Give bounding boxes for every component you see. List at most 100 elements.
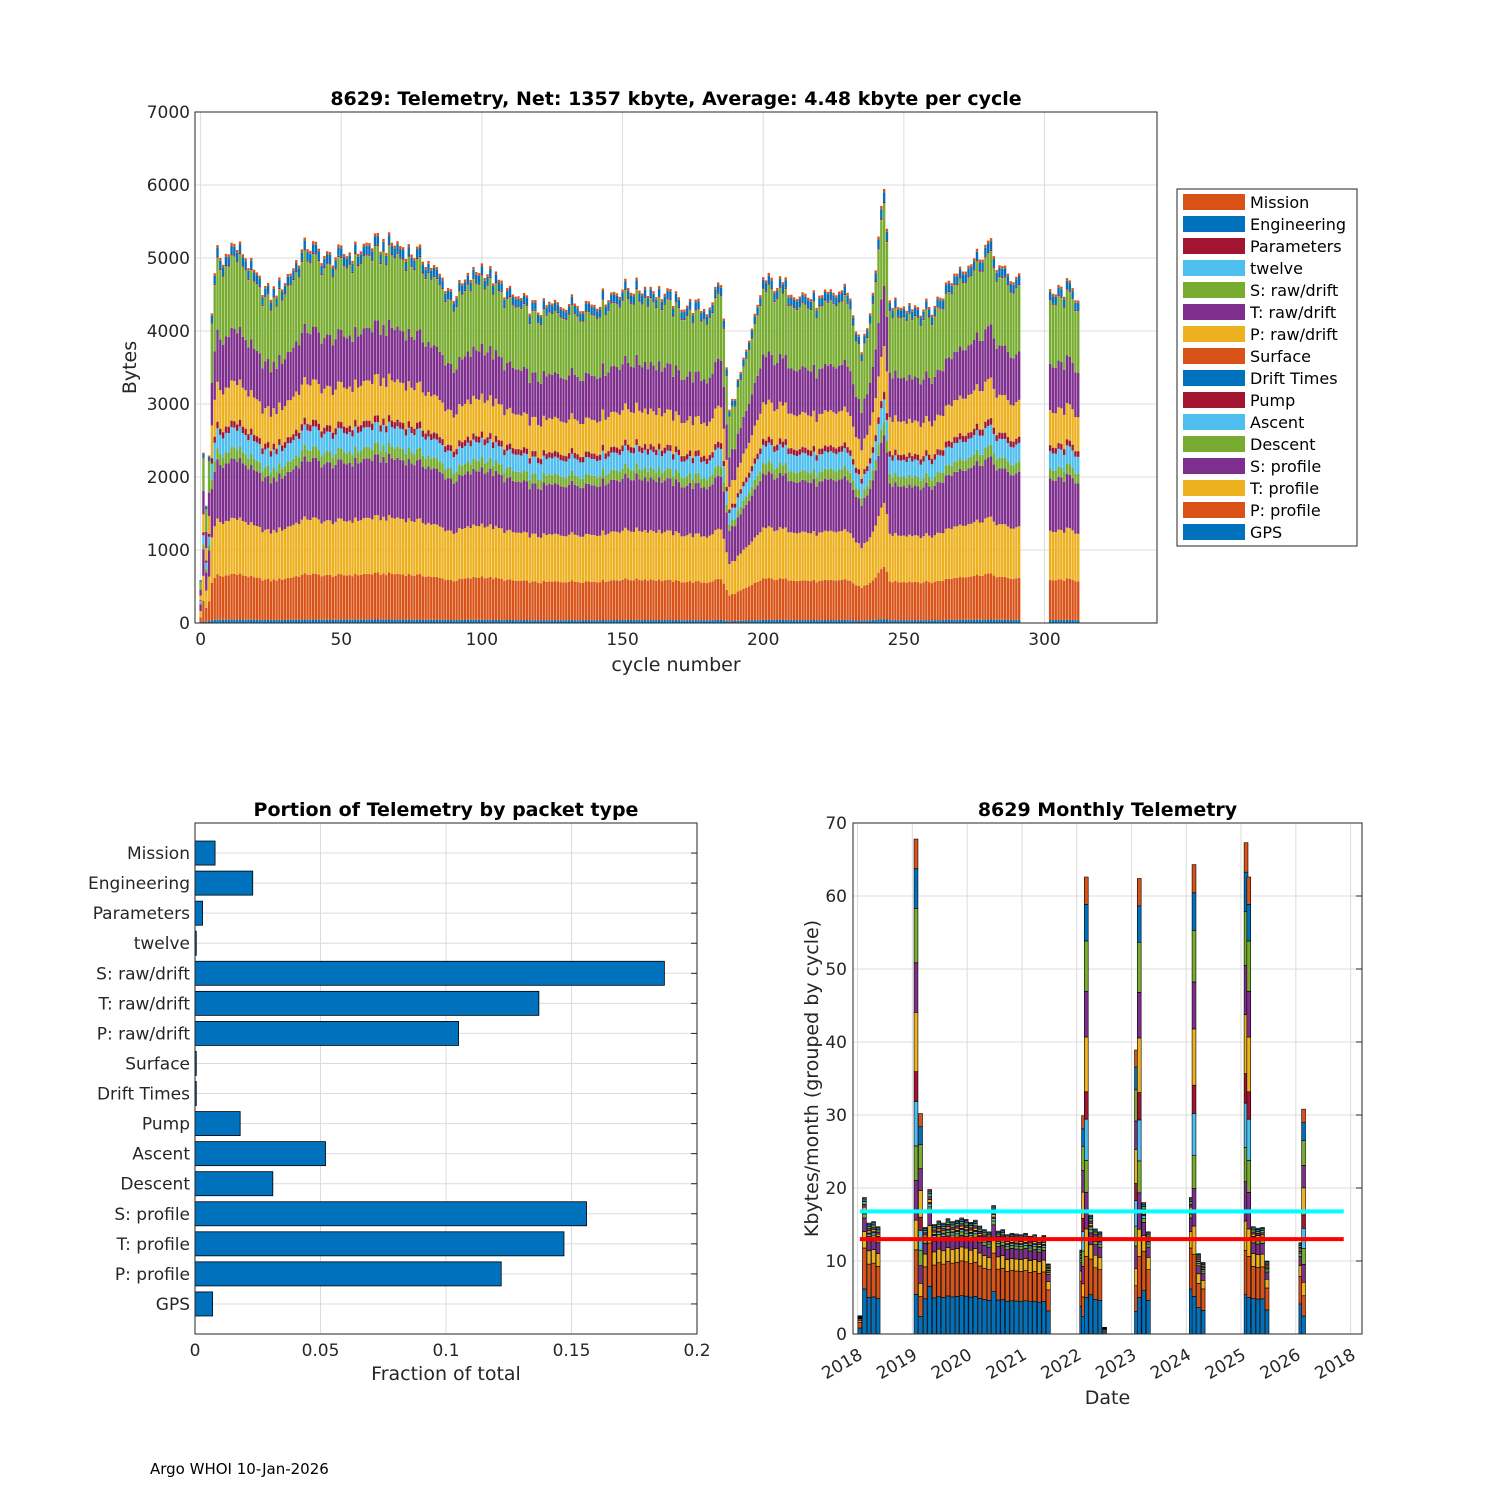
segment-pump: [430, 434, 433, 441]
segment-gps: [961, 619, 965, 623]
segment-t--raw-drift: [300, 332, 304, 385]
segment-engineering: [657, 288, 661, 297]
segment-mission: [854, 331, 858, 334]
segment-s--raw-drift: [688, 309, 692, 372]
segment-parameters: [281, 299, 284, 301]
segment-ascent: [944, 447, 948, 466]
segment-descent: [618, 472, 621, 482]
segment-mission: [1001, 266, 1004, 269]
segment-ascent: [972, 435, 976, 455]
segment-ascent: [551, 458, 554, 476]
segment-t--profile: [514, 532, 517, 581]
segment-ascent: [401, 429, 405, 450]
segment-t--profile: [641, 531, 644, 581]
segment-t--profile: [998, 524, 1001, 577]
segment-mission: [331, 265, 335, 269]
segment-p--profile: [494, 577, 498, 620]
segment-p--raw-drift: [905, 423, 908, 457]
segment-p--profile: [863, 585, 866, 621]
segment-descent: [483, 463, 486, 474]
segment-s--raw-drift: [829, 300, 832, 364]
segment-s--profile: [702, 487, 706, 537]
segment-p--raw-drift: [967, 394, 970, 433]
segment-p--profile: [348, 575, 351, 620]
segment-s--profile: [576, 485, 579, 536]
segment-parameters: [545, 314, 548, 316]
segment-t--profile: [688, 533, 692, 582]
segment-descent: [860, 497, 863, 506]
segment-gps: [936, 620, 939, 623]
segment-t--profile: [1003, 524, 1007, 577]
segment-gps: [323, 619, 326, 623]
segment-ascent: [933, 459, 936, 477]
segment-pump: [199, 600, 202, 601]
segment-parameters: [998, 275, 1001, 278]
segment-pump: [309, 425, 312, 432]
segment-ascent: [801, 452, 804, 470]
segment-mission: [652, 291, 655, 294]
segment-descent: [801, 469, 804, 480]
segment-pump: [767, 436, 771, 443]
segment-t--raw-drift: [472, 346, 475, 396]
segment-ascent: [486, 443, 489, 462]
segment-s--profile: [964, 470, 967, 526]
segment-descent: [233, 447, 236, 459]
segment-p--profile: [354, 573, 357, 620]
segment-parameters: [700, 320, 703, 322]
cycle-bar-36: [300, 249, 304, 623]
segment-pump: [503, 449, 506, 456]
segment-descent: [227, 452, 230, 464]
segment-descent: [407, 447, 410, 460]
segment-pump: [556, 452, 560, 458]
segment-descent: [674, 469, 678, 480]
segment-s--profile: [491, 476, 495, 530]
segment-engineering: [565, 312, 568, 320]
segment-parameters: [427, 271, 430, 274]
segment-s--profile: [913, 485, 917, 536]
segment-parameters: [646, 305, 650, 307]
segment-descent: [874, 459, 877, 471]
segment-p--profile: [483, 578, 486, 620]
segment-s--raw-drift: [731, 406, 734, 450]
segment-mission: [489, 266, 492, 269]
segment-s--raw-drift: [199, 581, 202, 590]
cycle-bar-54: [351, 260, 354, 623]
segment-s--profile: [520, 482, 523, 534]
segment-s--raw-drift: [998, 277, 1001, 346]
cycle-bar-53: [348, 252, 351, 623]
cycle-bar-283: [995, 270, 998, 623]
segment-parameters: [874, 281, 877, 283]
segment-gps: [250, 619, 253, 623]
segment-gps: [792, 620, 796, 623]
segment-ascent: [792, 455, 796, 473]
segment-p--profile: [773, 580, 776, 621]
segment-t--raw-drift: [520, 370, 523, 416]
segment-gps: [528, 620, 531, 623]
segment-gps: [902, 620, 906, 623]
segment-mission: [902, 306, 906, 309]
segment-t--profile: [556, 534, 560, 582]
segment-engineering: [202, 454, 205, 458]
segment-gps: [756, 620, 759, 623]
segment-ascent: [573, 458, 576, 476]
segment-engineering: [868, 315, 872, 323]
segment-s--profile: [894, 482, 897, 533]
cycle-bar-0: [199, 580, 202, 623]
segment-t--raw-drift: [944, 358, 948, 406]
segment-s--raw-drift: [238, 254, 242, 327]
segment-p--raw-drift: [210, 425, 214, 458]
cycle-bar-162: [655, 297, 658, 623]
segment-p--raw-drift: [573, 419, 576, 453]
segment-s--raw-drift: [922, 320, 925, 380]
segment-engineering: [337, 247, 340, 256]
segment-t--profile: [455, 532, 458, 581]
segment-descent: [368, 447, 371, 459]
segment-s--raw-drift: [576, 316, 579, 377]
segment-p--raw-drift: [494, 398, 498, 436]
segment-descent: [719, 466, 723, 477]
segment-gps: [697, 620, 700, 623]
cycle-bar-284: [998, 265, 1001, 623]
segment-pump: [705, 458, 709, 464]
segment-gps: [790, 620, 793, 623]
segment-p--raw-drift: [455, 414, 458, 449]
